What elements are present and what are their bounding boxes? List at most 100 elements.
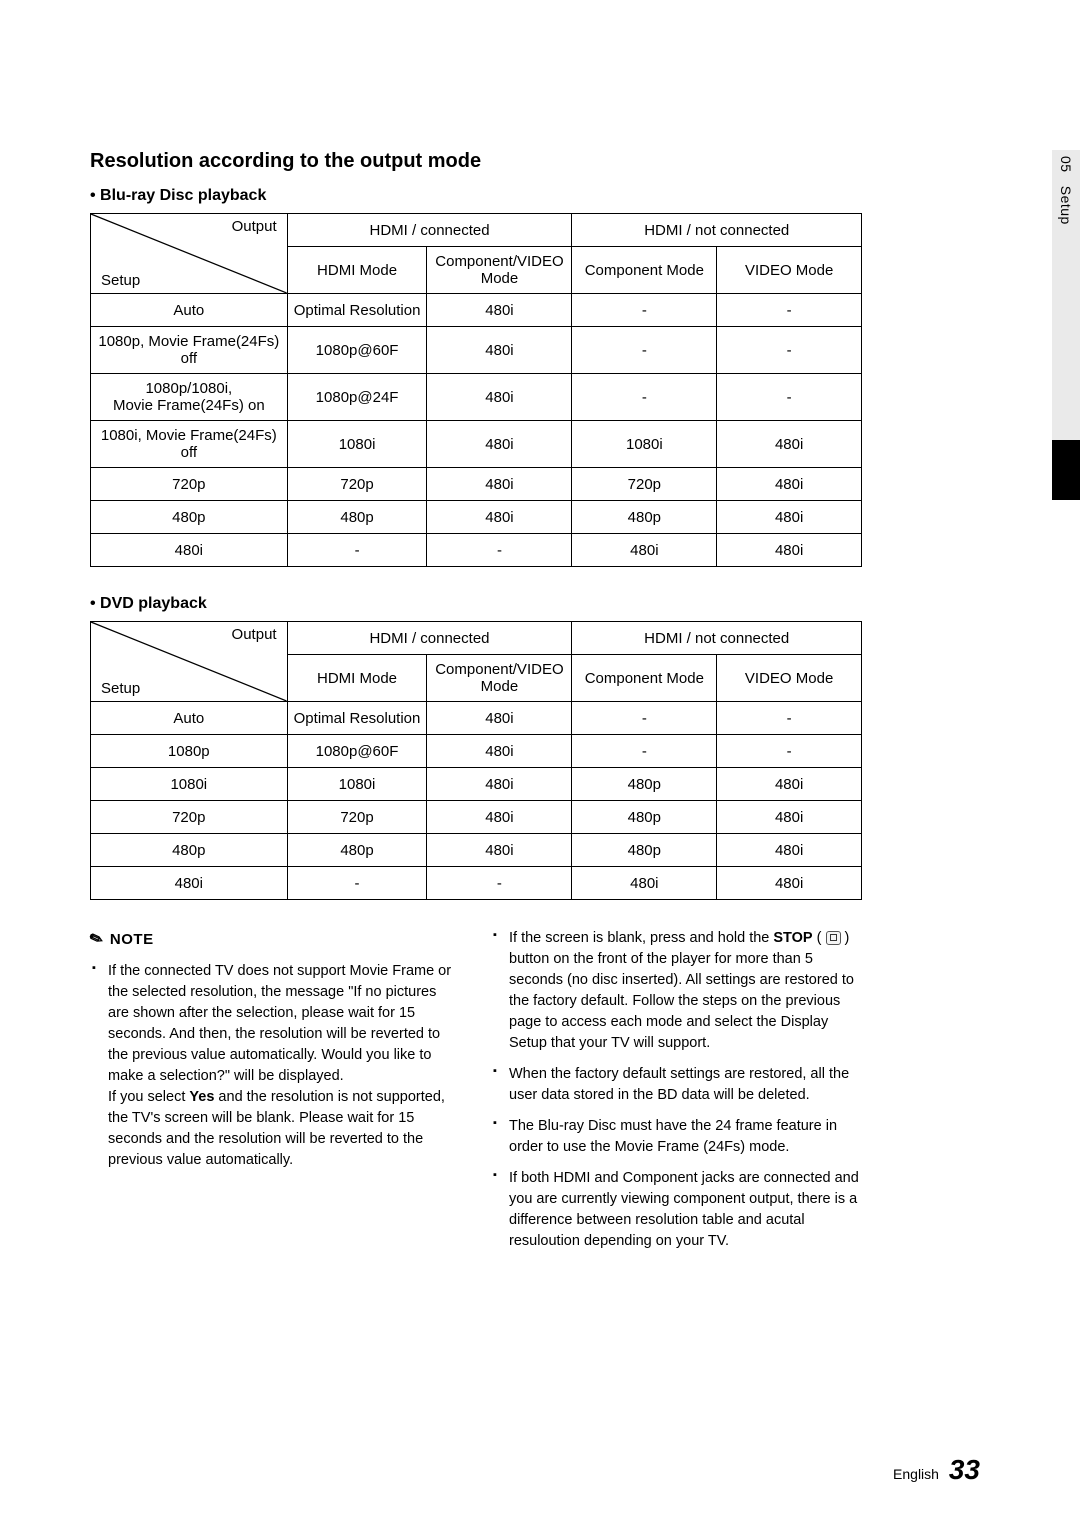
subheader: VIDEO Mode	[717, 247, 862, 294]
table-cell: -	[572, 735, 717, 768]
table-row: 480p480p480i480p480i	[91, 834, 862, 867]
subheader: VIDEO Mode	[717, 655, 862, 702]
table-cell: 480i	[572, 867, 717, 900]
table-cell: 480i	[717, 468, 862, 501]
header-group: HDMI / connected	[287, 622, 572, 655]
page-heading: Resolution according to the output mode	[90, 150, 990, 173]
page-number: 33	[949, 1454, 980, 1485]
table-cell: 1080i	[91, 768, 288, 801]
table-cell: 480i	[427, 735, 572, 768]
table-cell: 720p	[572, 468, 717, 501]
subheader: Component Mode	[572, 655, 717, 702]
notes-list-right: If the screen is blank, press and hold t…	[491, 928, 862, 1252]
table-row: 480p480p480i480p480i	[91, 501, 862, 534]
table-cell: 480p	[91, 501, 288, 534]
table-cell: -	[717, 294, 862, 327]
table-cell: 480p	[572, 801, 717, 834]
table-cell: -	[427, 867, 572, 900]
table-cell: -	[572, 327, 717, 374]
table-cell: 480i	[717, 421, 862, 468]
table-cell: 1080i	[287, 421, 427, 468]
table-cell: -	[717, 374, 862, 421]
note-icon: ✎	[86, 926, 107, 953]
table-cell: 480p	[287, 834, 427, 867]
bluray-table: OutputSetupHDMI / connectedHDMI / not co…	[90, 213, 862, 567]
table-cell: -	[717, 702, 862, 735]
table-cell: 480i	[427, 834, 572, 867]
page-content: Resolution according to the output mode …	[0, 0, 1080, 1322]
note-item: If both HDMI and Component jacks are con…	[491, 1168, 862, 1252]
table-cell: Optimal Resolution	[287, 702, 427, 735]
table-cell: Optimal Resolution	[287, 294, 427, 327]
table-cell: 480i	[427, 421, 572, 468]
table-cell: 480i	[717, 867, 862, 900]
note-title: ✎ NOTE	[90, 928, 461, 951]
table-corner: Output Setup	[91, 214, 288, 294]
table-cell: 480i	[717, 501, 862, 534]
table-row: AutoOptimal Resolution480i--	[91, 702, 862, 735]
table-cell: -	[717, 735, 862, 768]
table-cell: 1080p, Movie Frame(24Fs) off	[91, 327, 288, 374]
table-cell: -	[572, 374, 717, 421]
table-cell: 480i	[572, 534, 717, 567]
dvd-subheading: • DVD playback	[90, 595, 990, 613]
footer-lang: English	[893, 1466, 939, 1482]
table-cell: 480i	[717, 834, 862, 867]
header-group: HDMI / connected	[287, 214, 572, 247]
table-cell: -	[427, 534, 572, 567]
table-cell: Auto	[91, 294, 288, 327]
note-section: ✎ NOTE If the connected TV does not supp…	[90, 928, 862, 1262]
notes-list-left: If the connected TV does not support Mov…	[90, 961, 461, 1171]
subheader: Component Mode	[572, 247, 717, 294]
note-column-left: ✎ NOTE If the connected TV does not supp…	[90, 928, 461, 1262]
corner-setup: Setup	[101, 680, 140, 697]
note-item: The Blu-ray Disc must have the 24 frame …	[491, 1116, 862, 1158]
subheader: HDMI Mode	[287, 247, 427, 294]
table-cell: 1080i, Movie Frame(24Fs) off	[91, 421, 288, 468]
table-cell: 720p	[287, 801, 427, 834]
table-row: 1080i1080i480i480p480i	[91, 768, 862, 801]
note-label: NOTE	[110, 929, 154, 951]
table-cell: 480i	[427, 768, 572, 801]
note-column-right: If the screen is blank, press and hold t…	[491, 928, 862, 1262]
subheader: HDMI Mode	[287, 655, 427, 702]
subheader: Component/VIDEO Mode	[427, 655, 572, 702]
table-cell: Auto	[91, 702, 288, 735]
table-cell: 480i	[427, 374, 572, 421]
table-cell: 480i	[427, 294, 572, 327]
table-cell: 1080p	[91, 735, 288, 768]
table-row: 480i--480i480i	[91, 534, 862, 567]
table-cell: 720p	[287, 468, 427, 501]
corner-output: Output	[232, 218, 277, 235]
table-cell: 480i	[427, 501, 572, 534]
table-cell: 1080p/1080i,Movie Frame(24Fs) on	[91, 374, 288, 421]
table-cell: 720p	[91, 801, 288, 834]
table-cell: -	[287, 534, 427, 567]
table-cell: 720p	[91, 468, 288, 501]
table-cell: -	[572, 294, 717, 327]
dvd-table: OutputSetupHDMI / connectedHDMI / not co…	[90, 621, 862, 900]
table-cell: 480p	[287, 501, 427, 534]
table-corner: Output Setup	[91, 622, 288, 702]
table-row: AutoOptimal Resolution480i--	[91, 294, 862, 327]
table-cell: 1080i	[572, 421, 717, 468]
table-cell: 1080p@60F	[287, 735, 427, 768]
note-item: If the screen is blank, press and hold t…	[491, 928, 862, 1054]
table-cell: 480p	[572, 834, 717, 867]
table-cell: 480p	[572, 501, 717, 534]
table-cell: 1080i	[287, 768, 427, 801]
note-item: If the connected TV does not support Mov…	[90, 961, 461, 1171]
table-row: 720p720p480i720p480i	[91, 468, 862, 501]
table-cell: -	[572, 702, 717, 735]
corner-setup: Setup	[101, 272, 140, 289]
table-cell: 480i	[427, 702, 572, 735]
table-row: 480i--480i480i	[91, 867, 862, 900]
table-row: 1080p, Movie Frame(24Fs) off1080p@60F480…	[91, 327, 862, 374]
table-cell: 480i	[717, 801, 862, 834]
table-cell: 480i	[427, 327, 572, 374]
table-cell: 480i	[717, 768, 862, 801]
table-cell: 480p	[91, 834, 288, 867]
corner-output: Output	[232, 626, 277, 643]
table-cell: 1080p@60F	[287, 327, 427, 374]
note-item: When the factory default settings are re…	[491, 1064, 862, 1106]
